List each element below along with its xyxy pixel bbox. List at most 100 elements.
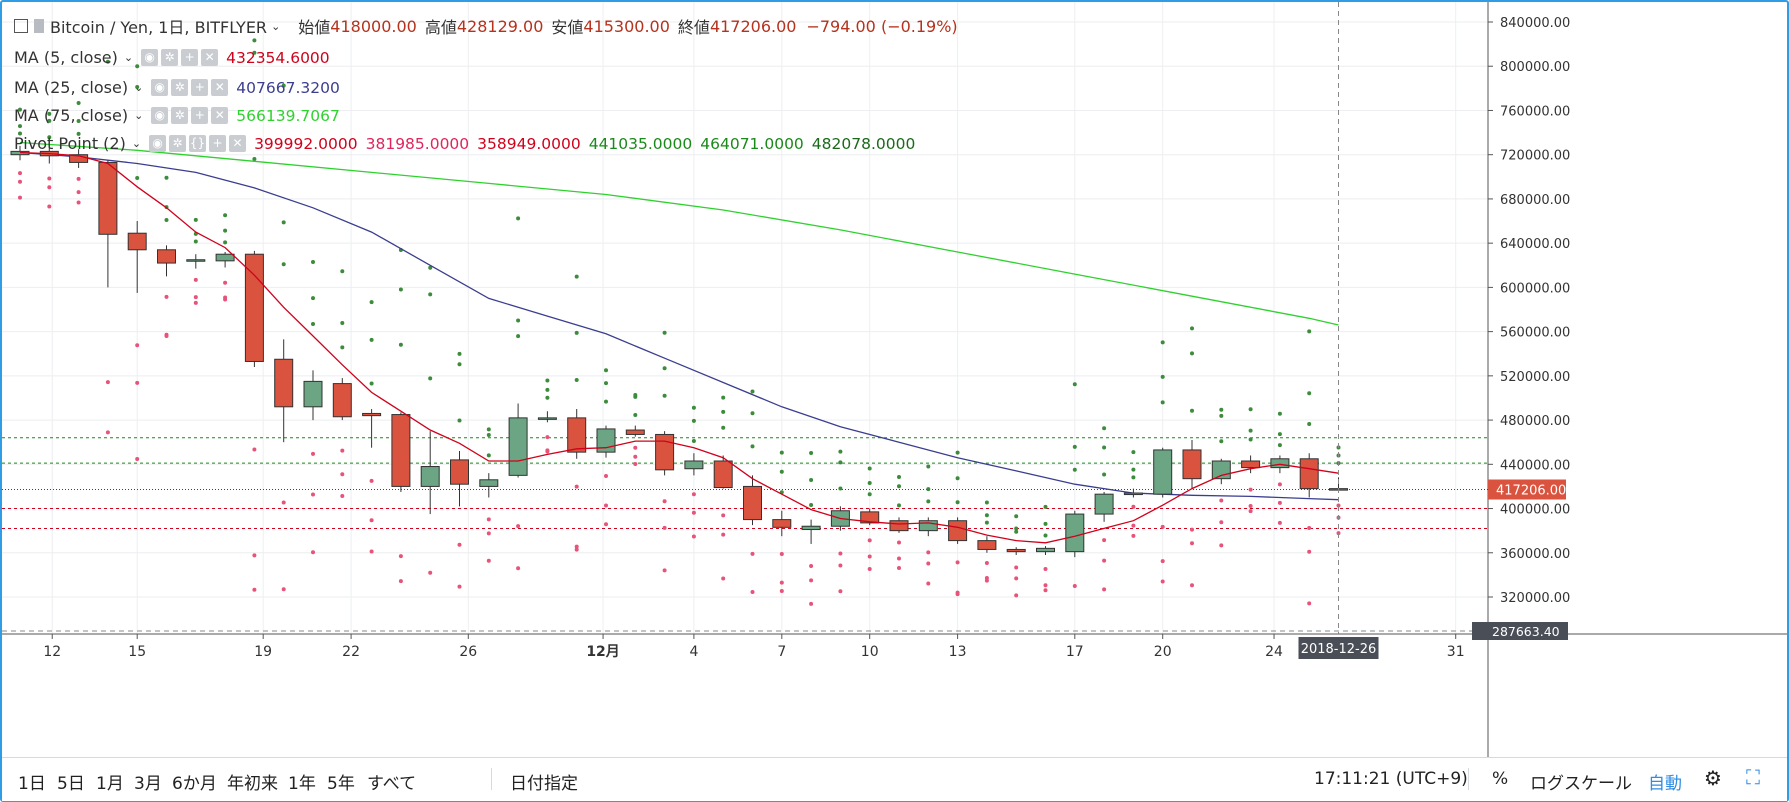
candle-body[interactable] <box>889 520 909 532</box>
candle-body[interactable] <box>860 511 880 524</box>
pivot-dot <box>135 380 140 385</box>
indicator-title[interactable]: MA (75, close) <box>14 106 129 125</box>
range-button[interactable]: 5日 <box>57 774 85 794</box>
pivot-dot <box>897 503 901 508</box>
gear-icon[interactable]: ⚙ <box>1704 766 1722 790</box>
pivot-dot <box>340 345 345 350</box>
pivot-dot <box>1160 524 1165 529</box>
eye-icon[interactable]: ◉ <box>151 79 169 96</box>
candle-body[interactable] <box>215 253 235 262</box>
range-button[interactable]: 1月 <box>96 774 124 794</box>
range-button[interactable]: 6か月 <box>172 774 217 794</box>
add-icon[interactable]: + <box>209 135 227 152</box>
range-button[interactable]: 1日 <box>18 774 46 794</box>
candle-body[interactable] <box>127 232 147 251</box>
candle-body[interactable] <box>772 519 792 528</box>
fullscreen-icon[interactable]: ⛶ <box>1746 765 1760 789</box>
pivot-dot <box>18 124 22 129</box>
pivot-dot <box>633 454 638 459</box>
pivot-dot <box>516 524 521 529</box>
candle-body[interactable] <box>186 259 206 262</box>
candle-body[interactable] <box>274 358 294 408</box>
candle-body[interactable] <box>1153 449 1173 495</box>
candle-body[interactable] <box>596 428 616 453</box>
clock-label[interactable]: 17:11:21 (UTC+9) <box>1314 769 1468 789</box>
candle-body[interactable] <box>977 540 997 550</box>
add-icon[interactable]: + <box>191 107 209 124</box>
indicator-title[interactable]: Pivot Point (2) <box>14 134 126 153</box>
candle-body[interactable] <box>1065 513 1085 553</box>
pivot-dot <box>838 460 843 465</box>
candle-body[interactable] <box>1006 548 1026 553</box>
range-button[interactable]: 5年 <box>327 774 355 794</box>
candle-body[interactable] <box>362 412 382 417</box>
add-icon[interactable]: + <box>191 79 209 96</box>
indicator-title[interactable]: MA (25, close) <box>14 78 129 97</box>
eye-icon[interactable]: ◉ <box>149 135 167 152</box>
close-icon[interactable]: ✕ <box>229 135 247 152</box>
candle-body[interactable] <box>391 414 411 487</box>
indicator-value: 407667.3200 <box>236 78 340 97</box>
candle-body[interactable] <box>1036 547 1055 553</box>
candle-body[interactable] <box>1299 458 1319 490</box>
settings-icon[interactable]: ✲ <box>171 107 189 124</box>
candle-body[interactable] <box>479 479 499 487</box>
indicator-title[interactable]: MA (5, close) <box>14 48 118 67</box>
candle-body[interactable] <box>537 417 557 420</box>
close-icon[interactable]: ✕ <box>201 49 219 66</box>
close-icon[interactable]: ✕ <box>211 107 229 124</box>
candle-body[interactable] <box>743 485 762 521</box>
candle-body[interactable] <box>1270 458 1290 469</box>
candle-body[interactable] <box>1123 492 1143 496</box>
source-icon[interactable]: {} <box>189 135 207 152</box>
chevron-down-icon[interactable]: ⌄ <box>131 137 142 150</box>
candle-body[interactable] <box>98 161 118 235</box>
chevron-down-icon[interactable]: ⌄ <box>123 51 134 64</box>
pivot-dot <box>105 430 110 435</box>
pivot-dot <box>926 499 931 504</box>
settings-icon[interactable]: ✲ <box>161 49 179 66</box>
candle-body[interactable] <box>801 525 821 531</box>
goto-date-button[interactable]: 日付指定 <box>510 774 578 794</box>
close-icon[interactable]: ✕ <box>211 79 229 96</box>
candle-body[interactable] <box>420 466 440 487</box>
candle-body[interactable] <box>508 417 528 476</box>
auto-scale-button[interactable]: 自動 <box>1648 774 1682 794</box>
candle-body[interactable] <box>655 433 675 471</box>
range-button[interactable]: すべて <box>367 774 417 794</box>
range-button[interactable]: 年初来 <box>227 774 278 794</box>
add-icon[interactable]: + <box>181 49 199 66</box>
flag-icon[interactable] <box>34 19 44 33</box>
candle-body[interactable] <box>625 429 645 435</box>
percent-button[interactable]: % <box>1492 769 1509 789</box>
candle-body[interactable] <box>157 249 176 264</box>
pivot-dot <box>984 578 989 583</box>
settings-icon[interactable]: ✲ <box>171 79 189 96</box>
candle-body[interactable] <box>918 520 938 532</box>
candle-body[interactable] <box>713 460 733 489</box>
log-scale-button[interactable]: ログスケール <box>1530 774 1632 794</box>
candle-body[interactable] <box>1241 460 1261 469</box>
eye-icon[interactable]: ◉ <box>151 107 169 124</box>
candle-body[interactable] <box>303 380 323 408</box>
chevron-down-icon[interactable]: ⌄ <box>134 109 144 122</box>
candle-body[interactable] <box>1182 449 1202 480</box>
chevron-down-icon[interactable]: ⌄ <box>271 19 281 33</box>
candle-body[interactable] <box>450 459 469 485</box>
price-chart[interactable]: 840000.00 800000.00 760000.00 720000.00 6800… <box>2 2 1787 757</box>
pivot-dot <box>252 553 257 558</box>
pivot-dot <box>633 445 638 450</box>
candle-body[interactable] <box>1094 493 1114 515</box>
candle-body[interactable] <box>567 417 587 453</box>
candle-body[interactable] <box>948 520 968 542</box>
candle-body[interactable] <box>332 383 352 418</box>
chevron-down-icon[interactable]: ⌄ <box>134 81 144 94</box>
range-button[interactable]: 1年 <box>288 774 316 794</box>
settings-icon[interactable]: ✲ <box>169 135 187 152</box>
eye-icon[interactable]: ◉ <box>141 49 159 66</box>
symbol-title[interactable]: Bitcoin / Yen, 1日, BITFLYER <box>50 18 268 37</box>
collapse-icon[interactable] <box>14 19 28 33</box>
candle-body[interactable] <box>244 253 264 362</box>
candle-body[interactable] <box>684 460 704 470</box>
range-button[interactable]: 3月 <box>134 774 162 794</box>
